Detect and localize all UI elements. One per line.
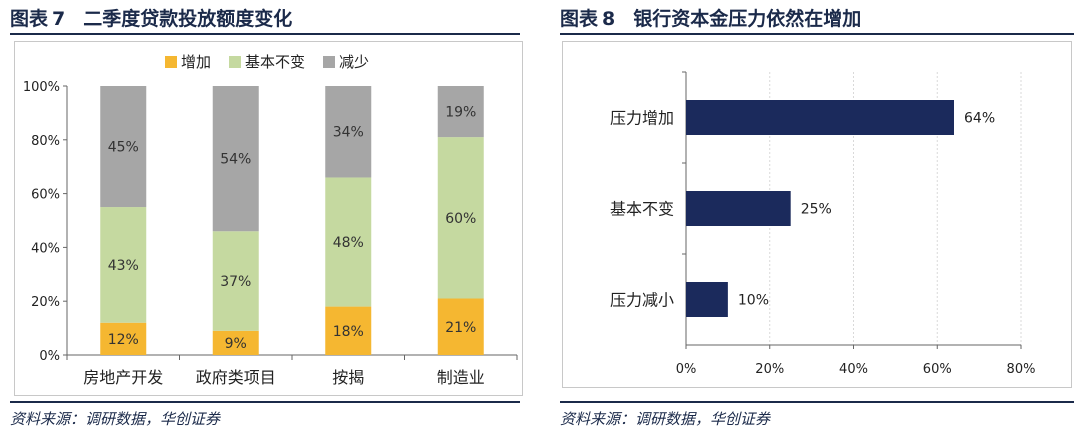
- title-rule: [560, 33, 1074, 35]
- bottom-rule: [560, 401, 1074, 403]
- figure-7-number: 7: [52, 8, 66, 30]
- stacked-bar-chart: 增加 基本不变 减少 0% 20% 40% 60% 80% 100% 12% 43% 45% 房地产开发…: [23, 53, 518, 387]
- stacked-bar-chart-frame: 增加 基本不变 减少 0% 20% 40% 60% 80% 100% 12% 43% 45% 房地产开发…: [14, 41, 523, 396]
- x-tick-label: 0%: [676, 362, 697, 377]
- data-label: 43%: [108, 258, 139, 274]
- bar: [686, 100, 954, 135]
- figure-8-source: 资料来源：调研数据，华创证券: [560, 410, 771, 428]
- data-label: 12%: [108, 332, 139, 348]
- bar-segment: [100, 86, 147, 208]
- x-tick-label: 60%: [923, 362, 952, 377]
- x-tick-label: 80%: [1007, 362, 1036, 377]
- legend-swatch: [165, 56, 177, 68]
- bar-segment: [100, 322, 147, 355]
- x-tick-label: 40%: [839, 362, 868, 377]
- figure-8-title-text: 银行资本金压力依然在增加: [633, 8, 862, 30]
- data-label: 25%: [801, 202, 832, 218]
- figure-7-label: 图表: [10, 8, 49, 30]
- category-label: 压力减小: [610, 291, 674, 310]
- bar-segment: [437, 298, 484, 355]
- bar-segment: [437, 86, 484, 138]
- data-label: 64%: [964, 111, 995, 127]
- horizontal-bar-chart-frame: 0% 20% 40% 60% 80% 64% 压力增加 25% 基本不变 10% 压力减小: [562, 41, 1072, 388]
- data-label: 9%: [225, 336, 247, 352]
- bar-segment: [325, 86, 372, 178]
- category-label: 政府类项目: [196, 368, 276, 387]
- bottom-rule: [10, 401, 520, 403]
- data-label: 10%: [738, 293, 769, 309]
- horizontal-bar-chart: 0% 20% 40% 60% 80% 64% 压力增加 25% 基本不变 10% 压力减小: [610, 71, 1036, 377]
- data-label: 48%: [333, 235, 364, 251]
- figure-7-panel: 图表 7 二季度贷款投放额度变化 增加 基本不变 减少 0% 20% 40% 60% 80% 100…: [0, 0, 526, 439]
- legend-label: 基本不变: [245, 53, 305, 71]
- category-label: 压力增加: [610, 109, 674, 128]
- figure-8-title: 图表 8 银行资本金压力依然在增加: [560, 4, 861, 31]
- figure-8-panel: 图表 8 银行资本金压力依然在增加 0% 20% 40% 60% 80% 64% 压力增加 25%…: [550, 0, 1080, 439]
- data-label: 45%: [108, 140, 139, 156]
- figure-8-label: 图表: [560, 8, 599, 30]
- bar-segment: [325, 306, 372, 355]
- bar-segment: [212, 330, 259, 355]
- bar-segment: [212, 231, 259, 331]
- data-label: 34%: [333, 125, 364, 141]
- bar-segment: [325, 177, 372, 307]
- y-tick-label: 100%: [23, 80, 60, 95]
- legend-label: 减少: [339, 53, 369, 71]
- y-tick-label: 0%: [39, 349, 60, 364]
- bar: [686, 282, 728, 317]
- figure-7-source: 资料来源：调研数据，华创证券: [10, 410, 221, 428]
- y-tick-label: 60%: [31, 188, 60, 203]
- category-label: 制造业: [437, 368, 485, 387]
- bar-segment: [437, 137, 484, 299]
- bar: [686, 191, 791, 226]
- data-label: 37%: [220, 274, 251, 290]
- title-rule: [10, 33, 520, 35]
- y-tick-label: 20%: [31, 295, 60, 310]
- figure-7-title-text: 二季度贷款投放额度变化: [83, 8, 293, 30]
- data-label: 21%: [445, 320, 476, 336]
- x-tick-label: 20%: [755, 362, 784, 377]
- data-label: 60%: [445, 211, 476, 227]
- data-label: 54%: [220, 152, 251, 168]
- legend-label: 增加: [181, 53, 211, 71]
- bar-segment: [212, 86, 259, 232]
- data-label: 19%: [445, 105, 476, 121]
- y-tick-label: 40%: [31, 241, 60, 256]
- figure-8-number: 8: [602, 8, 616, 30]
- category-label: 房地产开发: [83, 368, 163, 387]
- category-label: 按揭: [332, 368, 364, 387]
- category-label: 基本不变: [610, 200, 674, 219]
- legend-swatch: [323, 56, 335, 68]
- data-label: 18%: [333, 324, 364, 340]
- legend-swatch: [229, 56, 241, 68]
- y-tick-label: 80%: [31, 134, 60, 149]
- figure-7-title: 图表 7 二季度贷款投放额度变化: [10, 4, 292, 31]
- bar-segment: [100, 207, 147, 323]
